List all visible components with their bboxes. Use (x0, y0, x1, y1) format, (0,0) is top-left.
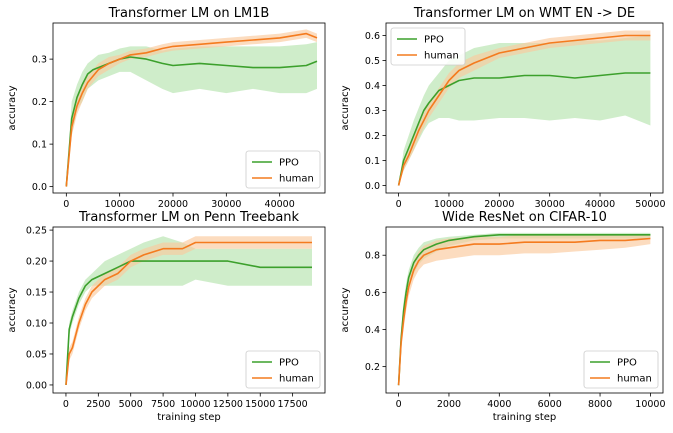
x-tick-label: 15000 (245, 399, 275, 410)
chart-title: Wide ResNet on CIFAR-10 (442, 210, 607, 225)
line-ppo (65, 56, 318, 187)
band-ppo (66, 236, 312, 385)
y-tick-label: 0.2 (365, 362, 380, 373)
legend-label-human: human (617, 374, 652, 385)
x-tick-label: 10000 (105, 199, 135, 210)
x-tick-label: 50000 (635, 199, 665, 210)
x-tick-label: 30000 (535, 199, 565, 210)
x-tick-label: 10000 (434, 199, 464, 210)
line-human (397, 34, 651, 186)
plot-area (65, 29, 318, 187)
x-axis-label: training step (493, 412, 557, 423)
y-tick-label: 0.8 (365, 251, 380, 262)
y-tick-label: 0.1 (365, 156, 380, 167)
x-tick-label: 12500 (213, 399, 243, 410)
y-tick-label: 0.4 (365, 325, 380, 336)
x-tick-label: 7500 (151, 399, 175, 410)
x-tick-label: 30000 (211, 199, 241, 210)
y-tick-label: 0.3 (32, 55, 47, 66)
x-tick-label: 5000 (119, 399, 143, 410)
chart-title: Transformer LM on WMT EN -> DE (413, 6, 635, 21)
y-axis-label: accuracy (340, 85, 351, 130)
x-tick-label: 8000 (588, 399, 612, 410)
plot-area (397, 30, 651, 186)
line-ppo (397, 234, 651, 386)
subplot-2: 0 10000 20000 30000 40000 50000 0.0 0.1 0.2 0.3 0.… (340, 6, 666, 210)
x-tick-label: 2000 (437, 399, 461, 410)
x-tick-label: 10000 (635, 399, 665, 410)
x-tick-label: 17500 (278, 399, 308, 410)
y-axis-label: accuracy (340, 287, 351, 332)
y-tick-label: 0.05 (26, 349, 47, 360)
y-tick-label: 0.3 (365, 106, 380, 117)
chart-title: Transformer LM on Penn Treebank (78, 210, 300, 225)
x-axis-label: training step (157, 412, 221, 423)
y-tick-label: 0.6 (365, 288, 380, 299)
x-tick-label: 4000 (487, 399, 511, 410)
x-tick-label: 2500 (86, 399, 110, 410)
x-tick-label: 40000 (265, 199, 295, 210)
y-tick-label: 0.25 (26, 226, 47, 237)
y-tick-label: 0.4 (365, 81, 380, 92)
subplot-4: 0 2000 4000 6000 8000 10000 0.2 0.4 0.6 0.8 Wide R… (340, 210, 666, 423)
x-tick-label: 10000 (180, 399, 210, 410)
y-tick-label: 0.6 (365, 31, 380, 42)
y-axis-label: accuracy (7, 85, 18, 130)
legend-label-human: human (424, 51, 459, 62)
axes-frame (385, 226, 664, 394)
legend-label-ppo: PPO (424, 35, 444, 46)
line-human (397, 237, 651, 386)
subplot-3: 0 2500 5000 7500 10000 12500 15000 17500 0.00 0.0… (7, 210, 326, 423)
x-tick-label: 40000 (585, 199, 615, 210)
subplot-1: 0 10000 20000 30000 40000 0.0 0.1 0.2 0.3 Transfo… (7, 6, 326, 210)
y-tick-label: 0.20 (26, 257, 47, 268)
x-tick-label: 0 (63, 199, 69, 210)
y-tick-label: 0.0 (32, 182, 47, 193)
x-tick-label: 20000 (484, 199, 514, 210)
legend-label-human: human (279, 174, 314, 185)
y-tick-label: 0.5 (365, 56, 380, 67)
axes-frame (385, 22, 664, 194)
y-tick-label: 0.00 (26, 380, 47, 391)
y-axis-label: accuracy (7, 287, 18, 332)
legend-label-ppo: PPO (617, 358, 637, 369)
legend: PPO human (390, 27, 466, 66)
axes-frame (52, 22, 326, 194)
y-tick-label: 0.1 (32, 140, 47, 151)
x-tick-label: 0 (63, 399, 69, 410)
x-tick-label: 20000 (158, 199, 188, 210)
plot-area (397, 232, 651, 386)
y-tick-label: 0.2 (365, 131, 380, 142)
line-human (65, 241, 312, 385)
x-tick-label: 0 (396, 399, 402, 410)
y-tick-label: 0.2 (32, 97, 47, 108)
y-tick-label: 0.0 (365, 181, 380, 192)
legend-label-ppo: PPO (279, 158, 299, 169)
band-ppo (66, 42, 317, 187)
line-human (65, 32, 318, 187)
x-tick-label: 6000 (538, 399, 562, 410)
x-tick-label: 0 (396, 199, 402, 210)
axes-frame (52, 226, 326, 394)
legend-label-human: human (279, 374, 314, 385)
legend-label-ppo: PPO (279, 358, 299, 369)
y-tick-label: 0.15 (26, 288, 47, 299)
legend: PPO human (245, 350, 321, 389)
legend: PPO human (245, 150, 321, 189)
chart-title: Transformer LM on LM1B (108, 6, 270, 21)
plot-area (65, 236, 312, 385)
line-ppo (397, 72, 651, 186)
legend: PPO human (583, 350, 659, 389)
y-tick-label: 0.10 (26, 319, 47, 330)
